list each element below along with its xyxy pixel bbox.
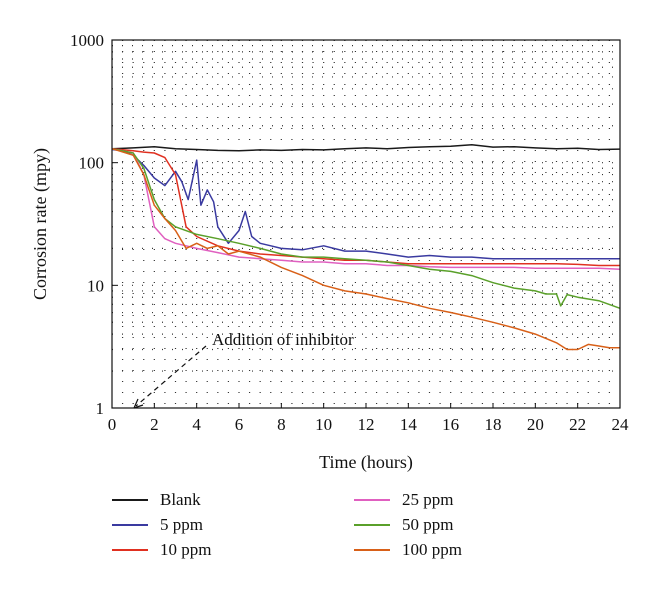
x-tick-label: 8 bbox=[277, 415, 286, 434]
x-axis-title: Time (hours) bbox=[319, 452, 413, 473]
annotation-arrow-line bbox=[135, 345, 207, 407]
series-lines bbox=[111, 143, 621, 351]
x-tick-label: 24 bbox=[612, 415, 630, 434]
annotation-arrow-head bbox=[133, 398, 144, 409]
x-tick-label: 10 bbox=[315, 415, 332, 434]
legend: Blank 5 ppm 10 ppm 25 ppm 50 ppm 100 ppm bbox=[112, 490, 462, 559]
x-tick-label: 0 bbox=[108, 415, 117, 434]
y-tick-label: 10 bbox=[87, 276, 104, 295]
x-tick-label: 14 bbox=[400, 415, 418, 434]
y-tick-label: 100 bbox=[79, 154, 105, 173]
grid bbox=[112, 40, 620, 408]
legend-label: 50 ppm bbox=[402, 515, 453, 534]
legend-label: 5 ppm bbox=[160, 515, 203, 534]
legend-label: Blank bbox=[160, 490, 201, 509]
legend-label: 25 ppm bbox=[402, 490, 453, 509]
series-line-10-ppm bbox=[111, 147, 620, 267]
series-line-blank bbox=[111, 143, 621, 152]
x-tick-label: 20 bbox=[527, 415, 544, 434]
series-line-25-ppm bbox=[111, 147, 621, 271]
y-tick-label: 1 bbox=[96, 399, 105, 418]
series-line-50-ppm bbox=[111, 147, 621, 310]
x-tick-label: 12 bbox=[358, 415, 375, 434]
x-tick-label: 6 bbox=[235, 415, 244, 434]
x-tick-label: 2 bbox=[150, 415, 159, 434]
legend-label: 100 ppm bbox=[402, 540, 462, 559]
y-axis-title: Corrosion rate (mpy) bbox=[30, 148, 51, 300]
legend-label: 10 ppm bbox=[160, 540, 211, 559]
annotation: Addition of inhibitor bbox=[133, 330, 354, 409]
x-tick-label: 18 bbox=[485, 415, 502, 434]
series-line-100-ppm bbox=[111, 147, 620, 351]
annotation-text: Addition of inhibitor bbox=[212, 330, 354, 349]
x-tick-label: 4 bbox=[192, 415, 201, 434]
series-line-5-ppm bbox=[111, 148, 620, 260]
x-tick-label: 16 bbox=[442, 415, 459, 434]
x-tick-label: 22 bbox=[569, 415, 586, 434]
y-tick-label: 1000 bbox=[70, 31, 104, 50]
